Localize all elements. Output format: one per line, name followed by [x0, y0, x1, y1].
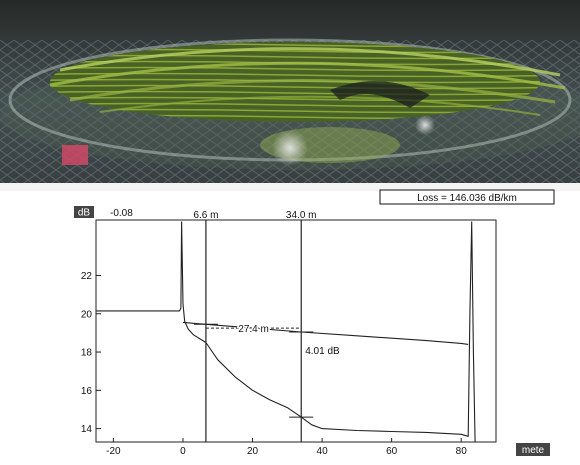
scan-separator — [0, 183, 580, 191]
x-tick-label: 60 — [386, 446, 398, 457]
x-unit-badge — [516, 443, 550, 456]
reference-trace — [182, 321, 469, 345]
measurement-annotation: 27.4 m 4.01 dB — [193, 323, 340, 418]
db-readout: -0.08 — [110, 208, 133, 219]
loss-readout-box — [379, 189, 555, 205]
loss-readout: Loss = 146.036 dB/km — [417, 193, 517, 204]
db-axis-badge — [74, 206, 94, 218]
x-tick-label: 80 — [456, 446, 468, 457]
y-axis-ticks: 14 16 18 20 22 — [81, 271, 101, 435]
y-tick-label: 22 — [81, 271, 93, 282]
marker-lines: 6.6 m 34.0 m — [193, 210, 317, 442]
backscatter-trace — [96, 221, 479, 443]
y-tick-label: 16 — [81, 386, 93, 397]
y-tick-label: 14 — [81, 424, 93, 435]
coiled-fiber-photo — [0, 0, 580, 183]
x-tick-label: 40 — [317, 446, 329, 457]
db-axis-label: dB — [78, 208, 91, 219]
distance-label: 27.4 m — [238, 324, 269, 335]
x-axis-ticks: -20 0 20 40 60 80 — [106, 438, 467, 457]
x-tick-label: 20 — [247, 446, 259, 457]
y-tick-label: 20 — [81, 309, 93, 320]
x-tick-label: 0 — [180, 446, 186, 457]
db-difference-label: 4.01 dB — [305, 346, 340, 357]
marker-label: 6.6 m — [193, 210, 218, 221]
x-tick-label: -20 — [106, 446, 121, 457]
y-tick-label: 18 — [81, 348, 93, 359]
x-unit-label: mete — [522, 445, 545, 456]
marker-label: 34.0 m — [286, 210, 317, 221]
plot-frame — [95, 219, 497, 443]
trace-series — [96, 221, 479, 443]
otdr-trace-chart: Loss = 146.036 dB/km dB -0.08 mete -20 0 2… — [74, 189, 555, 457]
